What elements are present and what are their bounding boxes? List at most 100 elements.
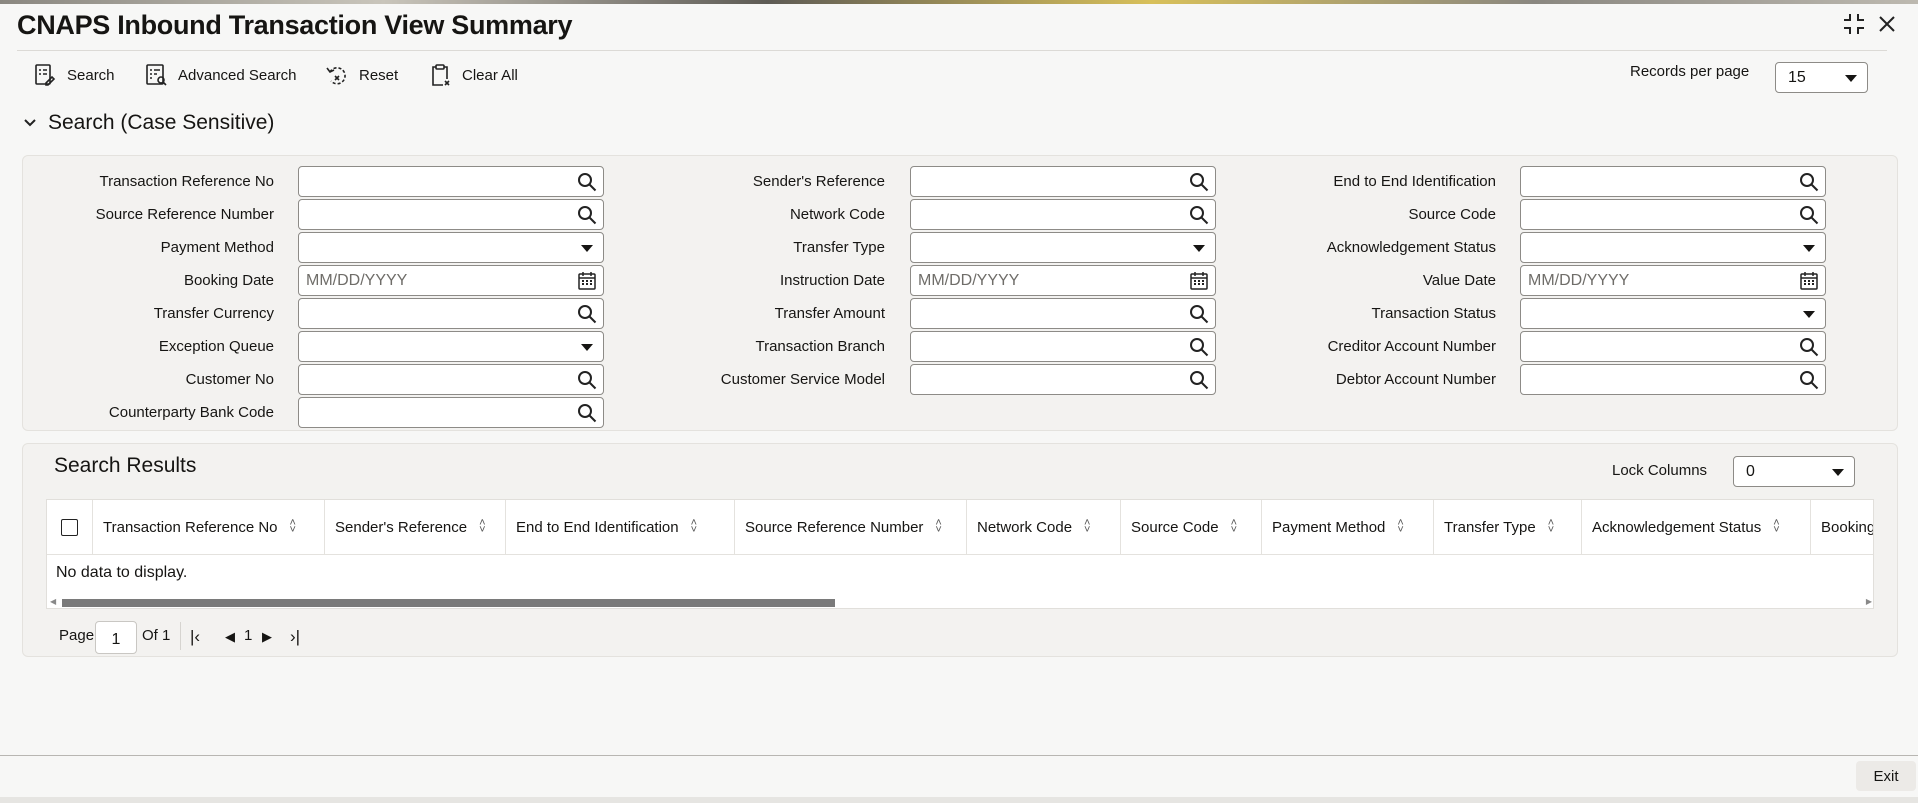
column-header-source-reference-number[interactable]: Source Reference Number ˄ ˅: [735, 500, 967, 555]
search-icon[interactable]: [577, 304, 597, 324]
counterparty-bank-code-input[interactable]: [298, 397, 604, 428]
value-date-input[interactable]: MM/DD/YYYY: [1520, 265, 1826, 296]
search-icon[interactable]: [1799, 337, 1819, 357]
transfer-amount-input[interactable]: [910, 298, 1216, 329]
booking-date-input[interactable]: MM/DD/YYYY: [298, 265, 604, 296]
payment-method-select[interactable]: [298, 232, 604, 263]
search-icon[interactable]: [1799, 172, 1819, 192]
advanced-search-button[interactable]: Advanced Search: [144, 62, 296, 88]
last-page-icon[interactable]: ›|: [290, 627, 301, 646]
column-header-label: Sender's Reference: [335, 518, 468, 536]
search-icon[interactable]: [577, 403, 597, 423]
compress-icon[interactable]: [1842, 12, 1866, 43]
transfer-type-select[interactable]: [910, 232, 1216, 263]
end-to-end-identification-input[interactable]: [1520, 166, 1826, 197]
search-icon[interactable]: [1189, 370, 1209, 390]
transfer-amount-label: Transfer Amount: [774, 305, 885, 322]
source-reference-number-input[interactable]: [298, 199, 604, 230]
search-icon[interactable]: [577, 370, 597, 390]
reset-icon: [326, 66, 346, 85]
creditor-account-number-input[interactable]: [1520, 331, 1826, 362]
sort-icon[interactable]: ˄ ˅: [935, 517, 942, 536]
search-icon[interactable]: [1189, 304, 1209, 324]
lock-columns-label: Lock Columns: [1612, 462, 1708, 479]
customer-service-model-input[interactable]: [910, 364, 1216, 395]
scrollbar-thumb[interactable]: [62, 599, 835, 607]
exception-queue-select[interactable]: [298, 331, 604, 362]
search-button[interactable]: Search: [33, 62, 115, 88]
scroll-left-icon[interactable]: ◀: [50, 597, 57, 606]
sender-s-reference-input[interactable]: [910, 166, 1216, 197]
search-section-toggle[interactable]: Search (Case Sensitive): [22, 111, 274, 135]
current-page-number[interactable]: 1: [244, 627, 253, 644]
column-header-label: Transfer Type: [1444, 518, 1536, 536]
next-page-icon[interactable]: ▶: [262, 629, 272, 644]
scroll-right-icon[interactable]: ▶: [1865, 597, 1872, 606]
page-title: CNAPS Inbound Transaction View Summary: [17, 10, 573, 40]
end-to-end-identification-label: End to End Identification: [1333, 173, 1496, 190]
source-code-label: Source Code: [1408, 206, 1496, 223]
bottom-strip: [0, 797, 1918, 803]
column-header-payment-method[interactable]: Payment Method ˄ ˅: [1262, 500, 1434, 555]
column-header-source-code[interactable]: Source Code ˄ ˅: [1121, 500, 1262, 555]
debtor-account-number-input[interactable]: [1520, 364, 1826, 395]
column-header-transfer-type[interactable]: Transfer Type ˄ ˅: [1434, 500, 1582, 555]
column-header-label: Network Code: [977, 518, 1073, 536]
customer-no-input[interactable]: [298, 364, 604, 395]
instruction-date-input[interactable]: MM/DD/YYYY: [910, 265, 1216, 296]
prev-page-icon[interactable]: ◀: [225, 629, 235, 644]
chevron-down-icon: [581, 244, 593, 252]
search-icon[interactable]: [1189, 172, 1209, 192]
column-header-network-code[interactable]: Network Code ˄ ˅: [967, 500, 1121, 555]
column-header-transaction-reference-no[interactable]: Transaction Reference No ˄ ˅: [93, 500, 325, 555]
column-header-label: Source Code: [1131, 518, 1219, 536]
customer-no-label: Customer No: [185, 371, 274, 388]
column-header-acknowledgement-status[interactable]: Acknowledgement Status ˄ ˅: [1582, 500, 1811, 555]
header-banner: [0, 0, 1918, 4]
search-icon[interactable]: [1799, 205, 1819, 225]
select-all-checkbox[interactable]: [61, 518, 78, 536]
sort-icon[interactable]: ˄ ˅: [690, 517, 698, 536]
horizontal-scrollbar[interactable]: ◀ ▶: [47, 596, 1873, 608]
transaction-branch-input[interactable]: [910, 331, 1216, 362]
transfer-currency-input[interactable]: [298, 298, 604, 329]
close-icon[interactable]: [1875, 12, 1899, 43]
instruction-date-label: Instruction Date: [779, 272, 885, 289]
sort-icon[interactable]: ˄ ˅: [479, 517, 486, 536]
transaction-reference-no-input[interactable]: [298, 166, 604, 197]
search-icon[interactable]: [577, 172, 597, 192]
network-code-input[interactable]: [910, 199, 1216, 230]
advanced-search-button-label: Advanced Search: [178, 66, 297, 84]
transaction-branch-label: Transaction Branch: [755, 338, 885, 355]
column-header-booking-date[interactable]: Booking Date˄˅: [1811, 500, 1873, 555]
reset-button[interactable]: Reset: [325, 62, 398, 88]
sort-icon[interactable]: ˄ ˅: [1397, 517, 1404, 536]
sort-icon[interactable]: ˄ ˅: [1230, 517, 1237, 536]
source-code-input[interactable]: [1520, 199, 1826, 230]
acknowledgement-status-select[interactable]: [1520, 232, 1826, 263]
search-icon[interactable]: [1799, 370, 1819, 390]
first-page-icon[interactable]: |‹: [190, 627, 201, 646]
transaction-status-select[interactable]: [1520, 298, 1826, 329]
page-count: Of 1: [142, 627, 171, 644]
records-per-page-label: Records per page: [1630, 63, 1750, 80]
sort-icon[interactable]: ˄ ˅: [289, 517, 296, 536]
clear-all-button[interactable]: Clear All: [428, 62, 518, 88]
records-per-page-select[interactable]: 15: [1775, 62, 1868, 93]
transfer-currency-label: Transfer Currency: [153, 305, 274, 322]
search-icon[interactable]: [1189, 337, 1209, 357]
calendar-icon[interactable]: [1189, 271, 1209, 291]
search-icon[interactable]: [1189, 205, 1209, 225]
sort-icon[interactable]: ˄ ˅: [1084, 517, 1091, 536]
search-icon[interactable]: [577, 205, 597, 225]
column-header-label: End to End Identification: [516, 518, 679, 536]
exit-button[interactable]: Exit: [1856, 761, 1916, 791]
calendar-icon[interactable]: [577, 271, 597, 291]
column-header-sender-s-reference[interactable]: Sender's Reference ˄ ˅: [325, 500, 506, 555]
column-header-end-to-end-identification[interactable]: End to End Identification ˄ ˅: [506, 500, 735, 555]
calendar-icon[interactable]: [1799, 271, 1819, 291]
page-input[interactable]: 1: [95, 621, 137, 654]
sort-icon[interactable]: ˄ ˅: [1547, 517, 1555, 536]
sort-icon[interactable]: ˄ ˅: [1773, 517, 1780, 536]
lock-columns-select[interactable]: 0: [1733, 456, 1855, 487]
